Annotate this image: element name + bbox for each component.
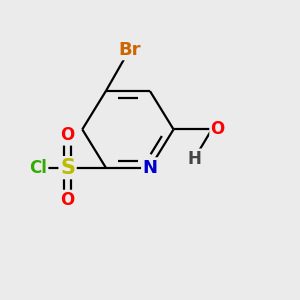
Text: O: O (60, 191, 75, 209)
Text: Br: Br (118, 41, 141, 59)
Text: N: N (142, 159, 158, 177)
Text: O: O (211, 120, 225, 138)
Text: Cl: Cl (29, 159, 47, 177)
Text: O: O (60, 126, 75, 144)
Text: S: S (60, 158, 75, 178)
Text: H: H (187, 150, 201, 168)
